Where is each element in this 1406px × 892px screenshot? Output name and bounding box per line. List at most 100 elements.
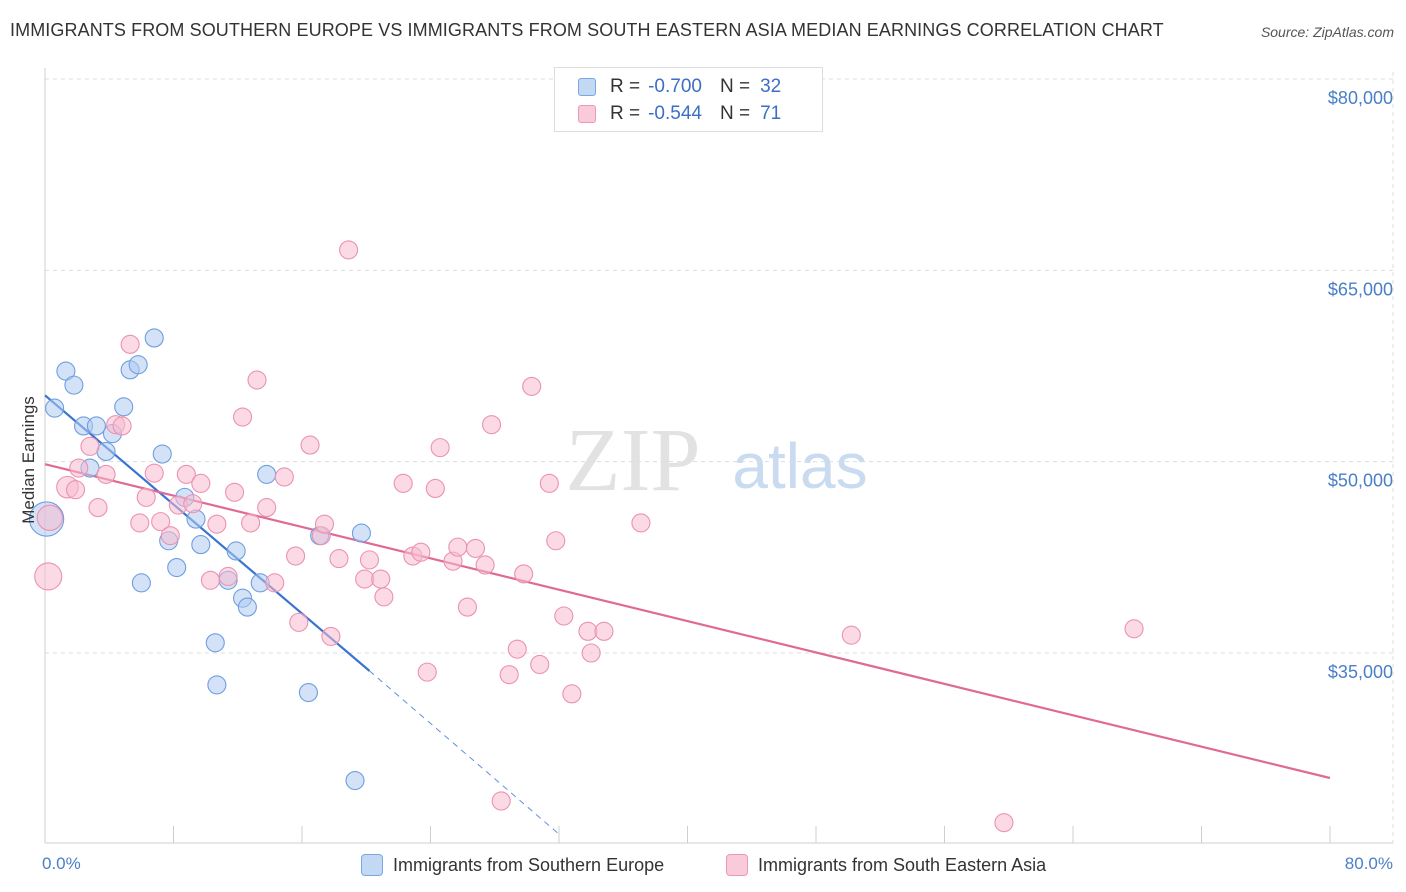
y-axis-label: Median Earnings xyxy=(19,396,38,524)
legend-r-label: R = xyxy=(610,103,641,124)
trend-line-southern-europe xyxy=(44,394,371,672)
point-south-eastern-asia xyxy=(994,813,1014,833)
point-south-eastern-asia xyxy=(183,494,203,514)
point-south-eastern-asia xyxy=(841,625,861,645)
point-south-eastern-asia xyxy=(136,487,156,507)
legend-r-value: -0.544 xyxy=(648,103,702,124)
point-south-eastern-asia xyxy=(499,665,519,685)
point-south-eastern-asia xyxy=(265,573,285,593)
point-southern-europe xyxy=(207,675,227,695)
legend-swatch-pink xyxy=(578,105,596,123)
bottom-legend-label: Immigrants from South Eastern Asia xyxy=(758,854,1047,875)
point-southern-europe xyxy=(96,441,116,462)
point-south-eastern-asia xyxy=(321,626,341,646)
point-south-eastern-asia xyxy=(631,513,651,533)
legend-r-label: R = xyxy=(610,76,641,97)
point-south-eastern-asia xyxy=(425,478,445,499)
point-south-eastern-asia xyxy=(36,504,63,531)
point-south-eastern-asia xyxy=(554,606,574,626)
y-tick-label: $35,000 xyxy=(1328,662,1393,682)
point-south-eastern-asia xyxy=(530,654,550,675)
point-south-eastern-asia xyxy=(130,513,150,533)
point-south-eastern-asia xyxy=(374,587,394,607)
point-south-eastern-asia xyxy=(207,514,227,534)
point-south-eastern-asia xyxy=(80,436,100,456)
point-south-eastern-asia xyxy=(200,570,220,590)
point-south-eastern-asia xyxy=(286,546,306,566)
y-tick-label: $65,000 xyxy=(1328,279,1393,299)
point-south-eastern-asia xyxy=(355,569,375,589)
point-southern-europe xyxy=(64,375,84,395)
point-southern-europe xyxy=(257,464,277,484)
point-south-eastern-asia xyxy=(300,435,320,455)
point-south-eastern-asia xyxy=(191,473,211,493)
point-south-eastern-asia xyxy=(491,791,511,811)
x-tick-label: 80.0% xyxy=(1345,854,1393,873)
trend-extension-southern-europe xyxy=(369,670,560,835)
point-south-eastern-asia xyxy=(151,512,171,532)
point-south-eastern-asia xyxy=(1124,619,1144,639)
point-south-eastern-asia xyxy=(247,370,267,390)
legend-n-label: N = xyxy=(719,76,751,97)
point-south-eastern-asia xyxy=(448,537,468,557)
point-southern-europe xyxy=(351,523,371,543)
point-south-eastern-asia xyxy=(96,464,116,484)
point-south-eastern-asia xyxy=(522,376,542,396)
point-southern-europe xyxy=(45,398,65,418)
source-credit: Source: ZipAtlas.com xyxy=(1260,24,1394,40)
point-south-eastern-asia xyxy=(594,621,614,641)
bottom-legend-swatch-blue xyxy=(361,854,383,876)
point-southern-europe xyxy=(152,444,172,464)
point-southern-europe xyxy=(144,328,164,348)
point-south-eastern-asia xyxy=(581,643,601,663)
point-southern-europe xyxy=(226,541,246,561)
bottom-legend-south-eastern-asia: Immigrants from South Eastern Asia xyxy=(726,852,1046,878)
point-south-eastern-asia xyxy=(578,621,598,641)
gridlines xyxy=(45,72,1394,843)
x-tick-labels: 0.0% 80.0% xyxy=(42,854,1393,873)
bottom-legend-label: Immigrants from Southern Europe xyxy=(393,854,665,875)
point-south-eastern-asia xyxy=(257,498,277,518)
point-south-eastern-asia xyxy=(160,526,180,546)
point-south-eastern-asia xyxy=(417,662,437,682)
point-south-eastern-asia xyxy=(507,639,527,659)
point-south-eastern-asia xyxy=(481,415,502,435)
point-south-eastern-asia xyxy=(218,566,238,587)
bottom-legend-swatch-pink xyxy=(726,854,748,876)
legend-row-south-eastern-asia: R = -0.544 N = 71 xyxy=(578,101,781,127)
legend-n-value: 32 xyxy=(760,76,782,97)
point-southern-europe xyxy=(345,771,365,791)
point-south-eastern-asia xyxy=(411,542,431,562)
y-tick-label: $50,000 xyxy=(1328,471,1393,491)
point-southern-europe xyxy=(237,597,257,617)
point-south-eastern-asia xyxy=(359,550,380,570)
point-south-eastern-asia xyxy=(233,407,253,427)
chart-title: IMMIGRANTS FROM SOUTHERN EUROPE VS IMMIG… xyxy=(10,20,1164,40)
trend-line-south-eastern-asia xyxy=(44,463,1331,780)
watermark-zip: ZIP xyxy=(566,411,701,510)
watermark-atlas: atlas xyxy=(732,430,867,502)
point-southern-europe xyxy=(114,397,134,417)
point-southern-europe xyxy=(298,682,318,703)
point-south-eastern-asia xyxy=(539,473,559,493)
legend-n-value: 71 xyxy=(760,103,782,124)
point-southern-europe xyxy=(191,535,211,555)
y-tick-label: $80,000 xyxy=(1328,88,1393,108)
point-south-eastern-asia xyxy=(457,597,477,617)
point-southern-europe xyxy=(128,355,148,375)
point-south-eastern-asia xyxy=(112,416,132,436)
point-south-eastern-asia xyxy=(65,480,86,500)
point-south-eastern-asia xyxy=(176,464,196,484)
point-south-eastern-asia xyxy=(274,467,294,487)
legend-n-label: N = xyxy=(719,103,751,124)
point-south-eastern-asia xyxy=(562,684,582,704)
trend-lines xyxy=(44,394,1331,835)
point-south-eastern-asia xyxy=(339,240,359,260)
point-south-eastern-asia xyxy=(69,458,89,478)
point-south-eastern-asia xyxy=(329,549,349,569)
point-south-eastern-asia xyxy=(314,514,335,534)
point-south-eastern-asia xyxy=(241,513,261,533)
correlation-legend: R = -0.700 N = 32 R = -0.544 N = 71 xyxy=(554,67,823,132)
point-south-eastern-asia xyxy=(393,473,413,493)
